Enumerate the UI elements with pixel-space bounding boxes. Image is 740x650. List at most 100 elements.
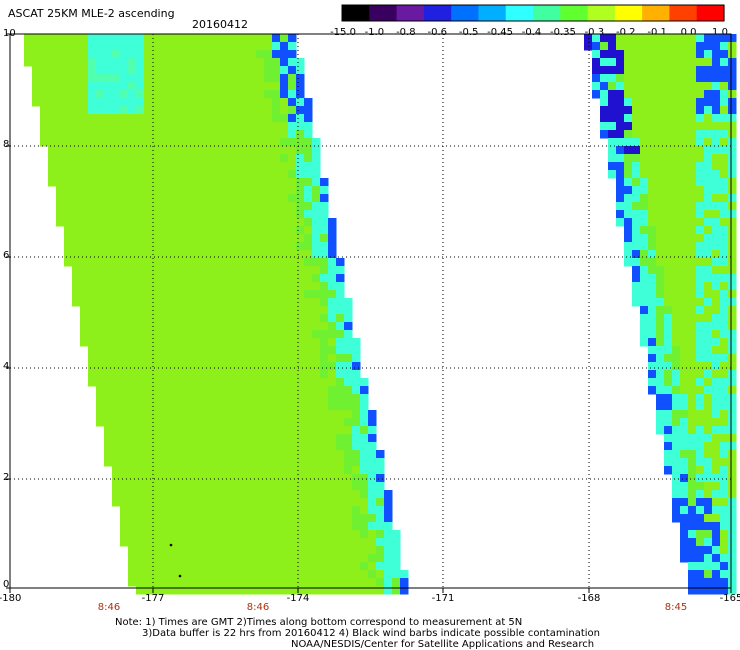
- swath-cell: [616, 130, 625, 139]
- swath-cell: [672, 314, 681, 323]
- swath-cell: [104, 338, 113, 347]
- swath-cell: [168, 338, 177, 347]
- swath-cell: [272, 482, 281, 491]
- swath-cell: [720, 410, 729, 419]
- swath-cell: [232, 466, 241, 475]
- swath-cell: [672, 154, 681, 163]
- swath-cell: [360, 530, 369, 539]
- swath-cell: [712, 562, 721, 571]
- swath-cell: [288, 394, 297, 403]
- swath-cell: [56, 178, 65, 187]
- swath-cell: [192, 474, 201, 483]
- swath-cell: [256, 130, 265, 139]
- swath-cell: [120, 154, 129, 163]
- swath-cell: [360, 450, 369, 459]
- swath-cell: [336, 578, 345, 587]
- swath-cell: [680, 410, 689, 419]
- swath-cell: [704, 50, 713, 59]
- swath-cell: [696, 122, 705, 131]
- swath-cell: [224, 298, 233, 307]
- swath-cell: [120, 386, 129, 395]
- swath-cell: [168, 426, 177, 435]
- swath-cell: [264, 570, 273, 579]
- swath-cell: [256, 42, 265, 51]
- swath-cell: [712, 298, 721, 307]
- swath-cell: [304, 186, 313, 195]
- swath-cell: [680, 490, 689, 499]
- swath-cell: [184, 354, 193, 363]
- swath-cell: [608, 130, 617, 139]
- swath-cell: [168, 498, 177, 507]
- x-tick-label: -180: [0, 593, 22, 604]
- swath-cell: [80, 306, 89, 315]
- swath-cell: [200, 490, 209, 499]
- swath-cell: [56, 170, 65, 179]
- swath-cell: [336, 322, 345, 331]
- swath-cell: [688, 106, 697, 115]
- swath-cell: [112, 42, 121, 51]
- swath-cell: [632, 90, 641, 99]
- swath-cell: [176, 330, 185, 339]
- swath-cell: [352, 530, 361, 539]
- swath-cell: [328, 338, 337, 347]
- swath-cell: [296, 66, 305, 75]
- swath-cell: [176, 466, 185, 475]
- swath-cell: [56, 154, 65, 163]
- swath-cell: [144, 258, 153, 267]
- swath-cell: [144, 74, 153, 83]
- swath-cell: [352, 434, 361, 443]
- swath-cell: [152, 154, 161, 163]
- swath-cell: [720, 450, 729, 459]
- swath-cell: [176, 586, 185, 595]
- swath-cell: [192, 34, 201, 43]
- swath-cell: [688, 290, 697, 299]
- swath-cell: [144, 418, 153, 427]
- swath-cell: [312, 306, 321, 315]
- swath-cell: [248, 162, 257, 171]
- swath-cell: [696, 274, 705, 283]
- swath-cell: [216, 522, 225, 531]
- swath-cell: [360, 546, 369, 555]
- swath-cell: [688, 474, 697, 483]
- swath-cell: [296, 98, 305, 107]
- swath-cell: [48, 170, 57, 179]
- swath-cell: [184, 530, 193, 539]
- swath-cell: [152, 434, 161, 443]
- swath-cell: [280, 362, 289, 371]
- swath-cell: [352, 418, 361, 427]
- swath-cell: [160, 170, 169, 179]
- swath-cell: [680, 458, 689, 467]
- swath-cell: [112, 170, 121, 179]
- swath-cell: [272, 466, 281, 475]
- swath-cell: [40, 34, 49, 43]
- swath-cell: [120, 538, 129, 547]
- swath-cell: [232, 298, 241, 307]
- swath-cell: [152, 258, 161, 267]
- swath-cell: [296, 394, 305, 403]
- colorbar-segment: [423, 5, 452, 21]
- swath-cell: [616, 186, 625, 195]
- swath-cell: [600, 42, 609, 51]
- swath-cell: [240, 274, 249, 283]
- swath-cell: [616, 74, 625, 83]
- swath-cell: [616, 98, 625, 107]
- swath-cell: [168, 154, 177, 163]
- swath-cell: [184, 578, 193, 587]
- colorbar-segment: [669, 5, 698, 21]
- swath-cell: [272, 458, 281, 467]
- swath-cell: [200, 554, 209, 563]
- swath-cell: [312, 178, 321, 187]
- swath-cell: [296, 346, 305, 355]
- swath-cell: [200, 434, 209, 443]
- swath-cell: [712, 194, 721, 203]
- swath-cell: [688, 458, 697, 467]
- swath-cell: [712, 234, 721, 243]
- swath-cell: [712, 434, 721, 443]
- swath-cell: [728, 146, 737, 155]
- swath-cell: [112, 298, 121, 307]
- swath-cell: [688, 386, 697, 395]
- swath-cell: [216, 90, 225, 99]
- swath-cell: [336, 394, 345, 403]
- swath-cell: [304, 210, 313, 219]
- swath-cell: [72, 98, 81, 107]
